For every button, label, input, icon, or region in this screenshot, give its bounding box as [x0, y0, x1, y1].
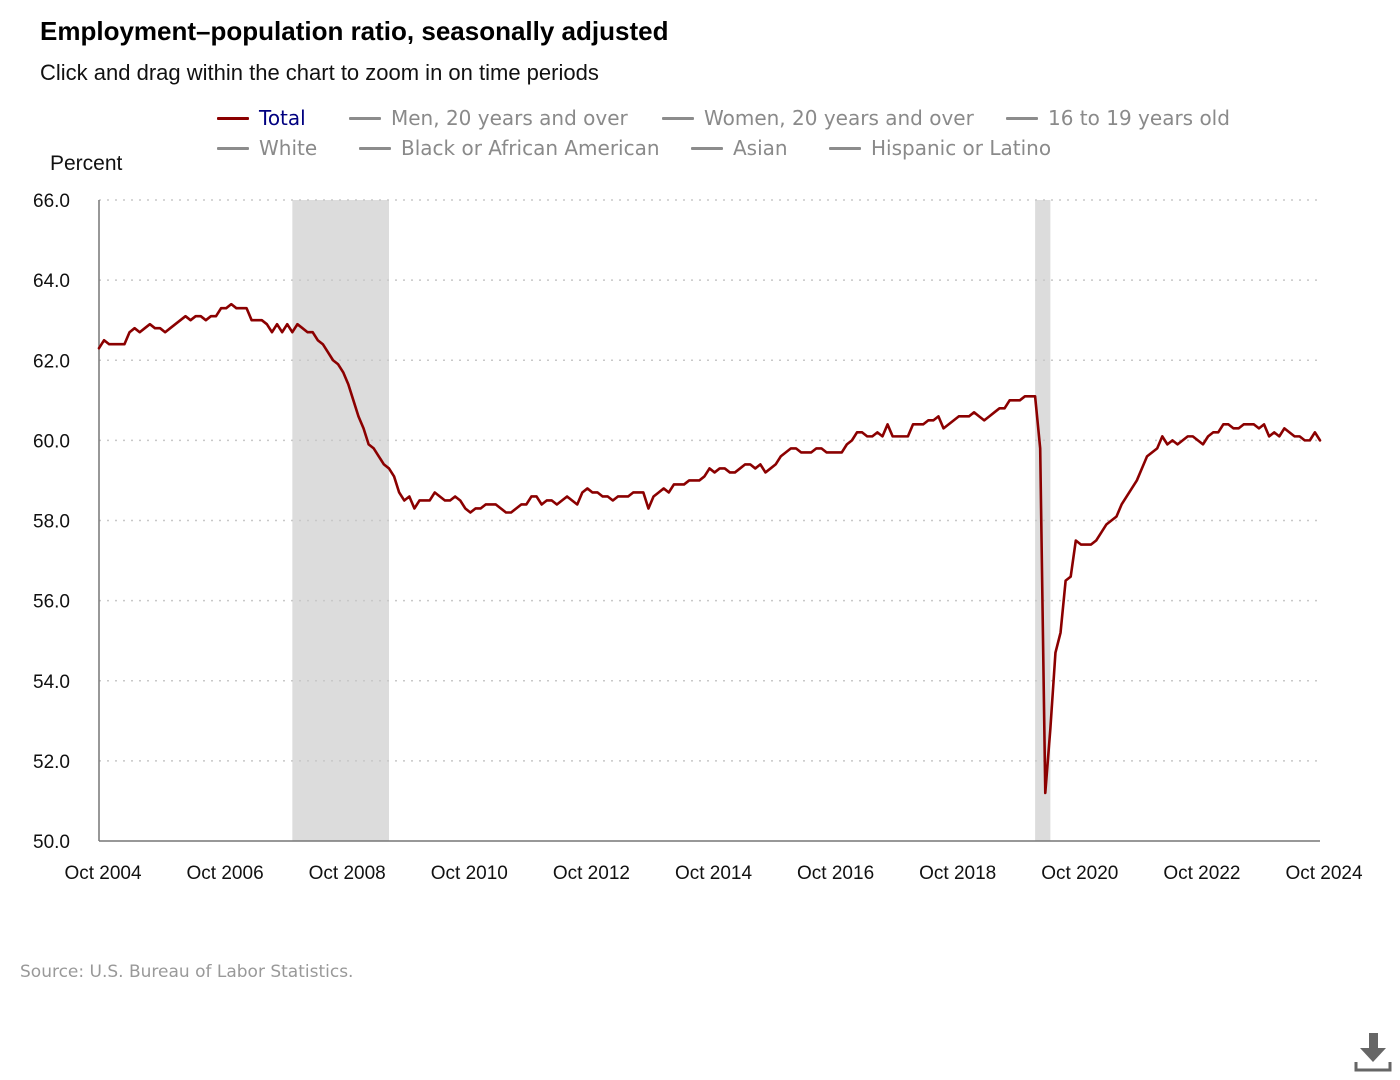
line-chart[interactable]: Percent 66.0 64.0 62.0 60.0 58.0 56.0 54.0 52.0… — [0, 0, 1400, 910]
x-tick-label: Oct 2004 — [64, 863, 142, 884]
x-tick-label: Oct 2010 — [431, 863, 508, 884]
legend-item-hispanic[interactable]: Hispanic or Latino — [829, 135, 1051, 161]
legend-item-men[interactable]: Men, 20 years and over — [349, 105, 628, 131]
x-tick-label: Oct 2008 — [309, 863, 386, 884]
legend-label-teens: 16 to 19 years old — [1048, 106, 1230, 130]
axes — [98, 200, 1320, 842]
legend-label-black: Black or African American — [401, 136, 660, 160]
x-tick-label: Oct 2014 — [675, 863, 753, 884]
y-tick-label: 58.0 — [33, 512, 70, 533]
legend-item-total[interactable]: Total — [217, 105, 306, 131]
legend-label-women: Women, 20 years and over — [704, 106, 974, 130]
legend-swatch-total — [217, 116, 249, 120]
x-tick-label: Oct 2012 — [553, 863, 630, 884]
x-tick-label: Oct 2016 — [797, 863, 874, 884]
legend-item-white[interactable]: White — [217, 135, 317, 161]
legend-swatch-women — [662, 116, 694, 120]
legend-item-teens[interactable]: 16 to 19 years old — [1006, 105, 1230, 131]
legend-label-white: White — [259, 136, 318, 160]
x-tick-label: Oct 2022 — [1163, 863, 1240, 884]
source-note: Source: U.S. Bureau of Labor Statistics. — [20, 962, 354, 982]
y-tick-label: 56.0 — [33, 592, 70, 613]
series — [97, 302, 1322, 795]
legend-item-black[interactable]: Black or African American — [359, 135, 660, 161]
legend-swatch-teens — [1006, 116, 1038, 120]
recession-bands — [292, 200, 1051, 841]
y-tick-label: 62.0 — [33, 351, 70, 372]
download-icon — [1354, 1033, 1392, 1072]
legend-label-hispanic: Hispanic or Latino — [871, 136, 1052, 160]
y-tick-labels: 66.0 64.0 62.0 60.0 58.0 56.0 54.0 52.0 50.0 — [33, 191, 70, 853]
legend-swatch-black — [359, 146, 391, 150]
y-axis-label: Percent — [50, 152, 123, 175]
legend-label-total: Total — [259, 106, 306, 130]
series-line-total[interactable] — [97, 302, 1322, 795]
legend-label-asian: Asian — [733, 136, 788, 160]
y-tick-label: 52.0 — [33, 752, 70, 773]
x-tick-label: Oct 2018 — [919, 863, 996, 884]
legend-swatch-men — [349, 116, 381, 120]
gridlines — [99, 199, 1320, 762]
legend-label-men: Men, 20 years and over — [391, 106, 628, 130]
chart-title: Employment–population ratio, seasonally … — [40, 16, 669, 46]
y-tick-label: 50.0 — [33, 832, 70, 853]
x-tick-labels: Oct 2004 Oct 2006 Oct 2008 Oct 2010 Oct 2012… — [64, 863, 1363, 884]
legend-swatch-white — [217, 146, 249, 150]
chart-subtitle: Click and drag within the chart to zoom … — [40, 60, 599, 85]
x-tick-label: Oct 2006 — [187, 863, 264, 884]
legend-item-women[interactable]: Women, 20 years and over — [662, 105, 974, 131]
y-tick-label: 66.0 — [33, 191, 70, 212]
y-tick-label: 54.0 — [33, 672, 70, 693]
recession-band-2 — [1035, 200, 1051, 841]
x-tick-label: Oct 2020 — [1041, 863, 1118, 884]
legend-swatch-hispanic — [829, 146, 861, 150]
y-tick-label: 64.0 — [33, 271, 70, 292]
y-tick-label: 60.0 — [33, 431, 70, 452]
x-tick-label: Oct 2024 — [1285, 863, 1363, 884]
download-button[interactable] — [1352, 1030, 1394, 1074]
legend-swatch-asian — [691, 146, 723, 150]
legend-item-asian[interactable]: Asian — [691, 135, 788, 161]
